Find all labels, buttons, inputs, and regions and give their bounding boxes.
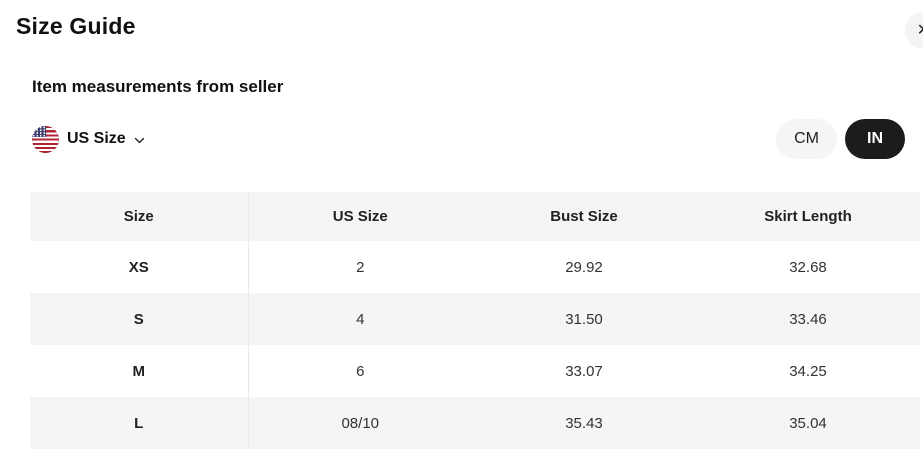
table-row: M 6 33.07 34.25 xyxy=(30,345,920,397)
unit-toggle: CM IN xyxy=(776,119,905,159)
cell-size: L xyxy=(30,397,249,449)
table-row: S 4 31.50 33.46 xyxy=(30,293,920,345)
table-header-row: Size US Size Bust Size Skirt Length xyxy=(30,192,920,241)
table-row: L 08/10 35.43 35.04 xyxy=(30,397,920,449)
cell-size: XS xyxy=(30,241,249,293)
cell-size: M xyxy=(30,345,249,397)
column-header-bust-size: Bust Size xyxy=(472,192,696,241)
cell-bust-size: 29.92 xyxy=(565,258,603,276)
section-subtitle: Item measurements from seller xyxy=(32,77,284,96)
cell-skirt-length: 34.25 xyxy=(789,362,827,380)
cell-bust-size: 35.43 xyxy=(565,414,603,432)
column-header-us-size: US Size xyxy=(248,192,472,241)
cell-us-size: 6 xyxy=(356,362,365,380)
size-region-selector[interactable]: US Size xyxy=(32,124,146,154)
us-flag-icon xyxy=(32,125,59,153)
cell-skirt-length: 33.46 xyxy=(789,310,827,328)
close-icon: ✕ xyxy=(917,22,923,39)
size-selector-label: US Size xyxy=(67,130,126,147)
chevron-down-icon xyxy=(134,137,144,143)
cell-skirt-length: 32.68 xyxy=(789,258,827,276)
size-table: Size US Size Bust Size Skirt Length XS 2… xyxy=(30,192,920,449)
unit-toggle-in[interactable]: IN xyxy=(845,119,905,159)
unit-toggle-cm[interactable]: CM xyxy=(776,119,837,159)
cell-bust-size: 33.07 xyxy=(565,362,603,380)
cell-bust-size: 31.50 xyxy=(565,310,603,328)
page-title: Size Guide xyxy=(16,13,136,39)
cell-us-size: 08/10 xyxy=(341,414,380,432)
cell-size: S xyxy=(30,293,249,345)
close-button[interactable]: ✕ xyxy=(905,12,923,49)
cell-us-size: 2 xyxy=(356,258,365,276)
table-row: XS 2 29.92 32.68 xyxy=(30,241,920,293)
cell-skirt-length: 35.04 xyxy=(789,414,827,432)
column-header-size: Size xyxy=(30,192,249,241)
cell-us-size: 4 xyxy=(356,310,365,328)
column-header-skirt-length: Skirt Length xyxy=(696,192,920,241)
